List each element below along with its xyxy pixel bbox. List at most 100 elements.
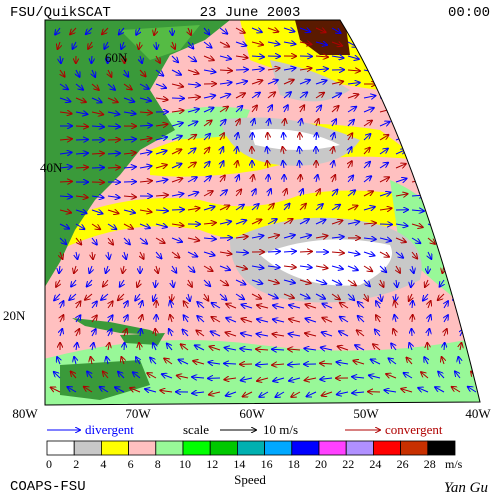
wind-arrow — [299, 80, 310, 84]
wind-arrow — [100, 387, 109, 393]
wind-arrow — [459, 153, 472, 154]
wind-arrow — [300, 105, 304, 113]
wind-arrow — [364, 27, 369, 35]
wind-arrow — [89, 265, 92, 273]
wind-arrow — [273, 319, 285, 322]
wind-arrow — [59, 83, 68, 89]
wind-arrow — [219, 266, 230, 270]
wind-arrow — [59, 196, 72, 197]
colorbar-label: 2 — [73, 457, 79, 471]
wind-arrow — [91, 112, 103, 115]
wind-arrow — [395, 98, 408, 99]
colorbar-swatch — [427, 440, 456, 456]
wind-arrow — [299, 147, 300, 155]
colorbar-swatch — [372, 440, 401, 456]
wind-arrow — [124, 315, 128, 323]
colorbar-swatch — [209, 440, 238, 456]
wind-arrow — [187, 122, 197, 127]
wind-arrow — [195, 345, 205, 351]
wind-arrow — [203, 108, 214, 113]
wind-arrow — [103, 279, 109, 287]
wind-arrow — [251, 280, 262, 284]
wind-arrow — [179, 360, 189, 365]
wind-arrow — [60, 55, 61, 63]
wind-arrow — [171, 209, 184, 210]
wind-arrow — [59, 265, 60, 273]
scale-label: scale — [183, 422, 209, 437]
wind-arrow — [187, 251, 197, 257]
wind-arrow — [443, 223, 453, 229]
wind-arrow — [123, 223, 133, 229]
wind-arrow — [155, 98, 168, 100]
colorbar-swatch — [291, 440, 320, 456]
wind-arrow — [364, 293, 368, 301]
wind-arrow — [267, 68, 280, 70]
wind-arrow — [155, 237, 165, 243]
wind-arrow — [284, 189, 287, 197]
wind-arrow — [241, 333, 253, 336]
wind-arrow — [475, 125, 480, 128]
wind-arrow — [283, 294, 294, 298]
wind-arrow — [203, 27, 209, 34]
wind-arrow — [203, 252, 215, 255]
wind-arrow — [219, 107, 228, 113]
colorbar-swatch — [182, 440, 211, 456]
wind-arrow — [91, 357, 92, 365]
colorbar-label: 28 — [424, 457, 436, 471]
wind-arrow — [204, 293, 208, 301]
wind-arrow — [139, 83, 149, 89]
wind-arrow — [460, 315, 465, 323]
wind-arrow — [331, 293, 340, 299]
wind-arrow — [212, 317, 221, 323]
wind-arrow — [140, 55, 142, 63]
wind-arrow — [353, 361, 365, 364]
wind-arrow — [411, 124, 424, 126]
wind-arrow — [410, 27, 412, 35]
wind-arrow — [358, 302, 365, 309]
wind-arrow — [291, 391, 301, 397]
wind-arrow — [357, 330, 365, 337]
wind-arrow — [347, 266, 358, 270]
wind-arrow — [331, 93, 341, 99]
wind-arrow — [283, 280, 295, 283]
wind-arrow — [443, 98, 454, 102]
wind-arrow — [315, 80, 326, 84]
wind-arrow — [133, 372, 141, 379]
wind-arrow — [272, 364, 285, 365]
wind-arrow — [379, 135, 388, 141]
wind-arrow — [284, 119, 285, 127]
wind-arrow — [76, 343, 77, 351]
wind-arrow — [288, 364, 301, 365]
wind-arrow — [267, 92, 275, 99]
wind-arrow — [412, 301, 413, 309]
wind-arrow — [164, 359, 173, 365]
wind-arrow — [272, 349, 285, 350]
wind-arrow — [235, 252, 248, 253]
wind-arrow — [363, 134, 370, 141]
wind-arrow — [235, 205, 244, 211]
wind-arrow — [283, 219, 293, 225]
wind-arrow — [352, 392, 365, 393]
wind-arrow — [283, 251, 296, 252]
wind-arrow — [363, 279, 370, 286]
wind-arrow — [475, 223, 480, 229]
wind-arrow — [160, 390, 173, 392]
wind-arrow — [435, 387, 445, 393]
wind-arrow — [347, 190, 355, 197]
wind-arrow — [331, 106, 339, 113]
wind-arrow — [331, 279, 341, 285]
wind-arrow — [256, 349, 269, 350]
wind-arrow — [300, 189, 303, 197]
wind-arrow — [197, 316, 205, 323]
wind-arrow — [476, 251, 477, 259]
wind-arrow — [92, 315, 97, 323]
wind-arrow — [289, 305, 301, 308]
wind-arrow — [395, 194, 407, 196]
wind-arrow — [84, 387, 93, 393]
wind-arrow — [322, 304, 333, 308]
wind-arrow — [107, 196, 120, 198]
wind-arrow — [241, 319, 253, 322]
wind-arrow — [87, 371, 92, 379]
wind-arrow — [257, 378, 269, 381]
wind-arrow — [130, 388, 141, 392]
